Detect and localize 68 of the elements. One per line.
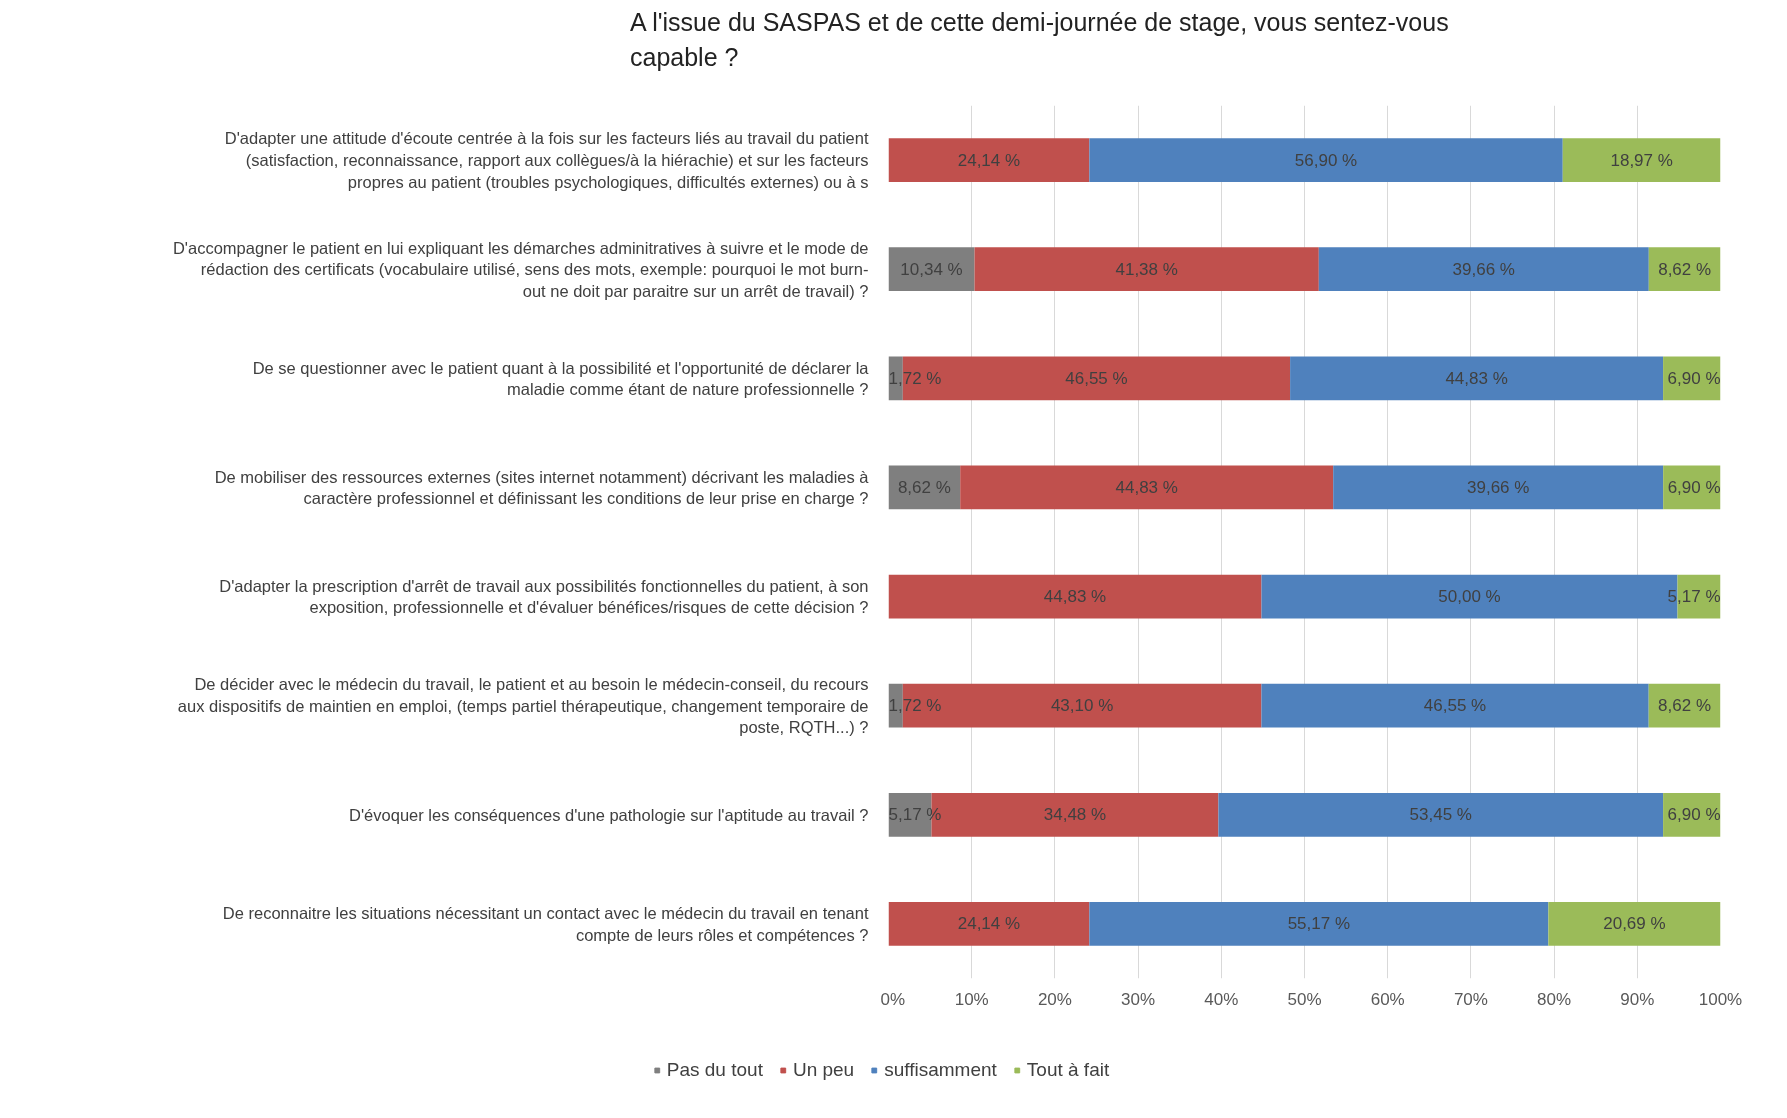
data-label: 18,97 %	[1610, 150, 1673, 170]
x-tick-label: 70%	[1453, 989, 1488, 1009]
data-label: 39,66 %	[1452, 259, 1515, 279]
legend-label: suffisamment	[884, 1059, 997, 1081]
bar	[888, 574, 1262, 619]
data-label: 46,55 %	[1065, 368, 1128, 388]
data-label: 53,45 %	[1409, 805, 1472, 825]
data-label: 8,62 %	[897, 477, 951, 497]
legend-label: Pas du tout	[666, 1059, 763, 1081]
legend-label: Tout à fait	[1026, 1059, 1110, 1081]
x-tick-label: 20%	[1037, 989, 1072, 1009]
data-label: 44,83 %	[1115, 477, 1178, 497]
y-tick-label: De mobiliser des ressources externes (sites internet notamment) décrivant les maladies à caractère professionnel et définissant les conditions de leur prise en charge ?	[214, 467, 870, 508]
x-tick-label: 80%	[1537, 989, 1572, 1009]
data-label: 1,72 %	[888, 368, 942, 388]
bar	[1218, 792, 1664, 837]
data-label: 41,38 %	[1115, 259, 1178, 279]
data-label: 24,14 %	[957, 914, 1021, 934]
data-label: 46,55 %	[1423, 696, 1487, 716]
data-label: 56,90 %	[1294, 150, 1358, 170]
x-tick-label: 60%	[1370, 989, 1405, 1009]
data-label: 8,62 %	[1658, 696, 1712, 716]
y-tick-label: D'évoquer les conséquences d'une pathologie sur l'aptitude au travail ?	[349, 805, 869, 824]
bar	[1089, 902, 1549, 946]
bar	[888, 902, 1090, 946]
y-tick-label: D'adapter la prescription d'arrêt de travail aux possibilités fonctionnelles du patient, à son exposition, professionnelle et d'évaluer bénéfices/risques de cette décision ?	[219, 576, 869, 617]
bar	[1089, 138, 1563, 182]
data-label: 10,34 %	[900, 259, 963, 279]
x-tick-label: 90%	[1620, 989, 1655, 1009]
data-label: 6,90 %	[1667, 477, 1721, 497]
data-label: 50,00 %	[1438, 587, 1501, 607]
bar	[1548, 902, 1721, 946]
x-tick-label: 40%	[1204, 989, 1239, 1009]
bar	[1562, 138, 1721, 182]
data-label: 39,66 %	[1467, 477, 1530, 497]
y-tick-label: De décider avec le médecin du travail, le patient et au besoin le médecin-conseil, du recours aux dispositifs de maintien en emploi, (temps partiel thérapeutique, changement temporaire de poste, RQTH...) ?	[177, 675, 869, 737]
data-label: 6,90 %	[1667, 805, 1721, 825]
data-label: 6,90 %	[1667, 368, 1721, 388]
x-tick-label: 0%	[880, 989, 906, 1009]
y-tick-label: D'accompagner le patient en lui expliquant les démarches adminitratives à suivre et le mode de rédaction des certificats (vocabulaire utilisé, sens des mots, exemple: pourquoi le mot burn-out ne doit par paraitre sur un arrêt de travail) ?	[172, 238, 869, 300]
legend-label: Un peu	[792, 1059, 855, 1081]
data-label: 8,62 %	[1658, 259, 1712, 279]
data-label: 24,14 %	[957, 150, 1021, 170]
x-tick-label: 10%	[954, 989, 989, 1009]
x-tick-label: 50%	[1287, 989, 1322, 1009]
bar	[1290, 356, 1664, 401]
x-tick-label: 100%	[1698, 989, 1743, 1009]
data-label: 44,83 %	[1043, 587, 1107, 607]
y-tick-label: De se questionner avec le patient quant à la possibilité et l'opportunité de déclarer la maladie comme étant de nature professionnelle ?	[252, 358, 870, 399]
data-label: 44,83 %	[1445, 368, 1508, 388]
y-tick-label: D'adapter une attitude d'écoute centrée à la fois sur les facteurs liés au travail du patient (satisfaction, reconnaissance, rapport aux collègues/à la hiérachie) et sur les facteurs propres au patient (troubles psychologiques, difficultés externes) ou à s	[224, 129, 869, 191]
bar	[1648, 247, 1721, 292]
bar	[888, 138, 1090, 182]
y-tick-label: De reconnaitre les situations nécessitant un contact avec le médecin du travail en tenant compte de leurs rôles et compétences ?	[222, 904, 869, 944]
bar	[1318, 247, 1649, 292]
bar	[960, 465, 1334, 510]
data-label: 20,69 %	[1603, 914, 1666, 934]
bar	[888, 247, 975, 292]
data-label: 34,48 %	[1043, 805, 1107, 825]
data-label: 1,72 %	[888, 696, 942, 716]
bar	[1333, 465, 1664, 510]
chart-title: A l'issue du SASPAS et de cette demi-journée de stage, vous sentez-vous capable ?	[630, 7, 1450, 73]
bar	[1261, 683, 1649, 728]
data-label: 5,17 %	[888, 805, 942, 825]
bar	[974, 247, 1319, 292]
data-label: 55,17 %	[1287, 914, 1351, 934]
x-tick-label: 30%	[1121, 989, 1156, 1009]
data-label: 43,10 %	[1050, 696, 1114, 716]
